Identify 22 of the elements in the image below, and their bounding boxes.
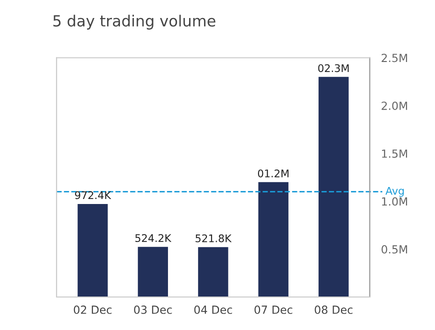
y-tick-label: 2.0M [382,102,408,110]
x-tick-label: 02 Dec [74,306,112,314]
y-tick-label: 1.5M [382,150,408,158]
chart-title: 5 day trading volume [53,14,216,30]
data-label: 01.2M [258,169,288,178]
x-tick-label: 08 Dec [314,306,353,314]
y-tick-label: 1.0M [382,197,408,206]
data-label: 521.8K [196,234,232,242]
x-tick-label: 03 Dec [134,306,172,314]
bar [258,182,288,297]
x-tick-label: 04 Dec [194,306,232,314]
y-tick-label: 0.5M [382,245,408,254]
bar [318,76,349,297]
data-label: 02.3M [318,64,349,72]
bar [138,246,168,297]
ref-line-label: Avg [385,187,404,197]
x-tick-label: 07 Dec [254,306,292,314]
y-tick-label: 2.5M [382,54,408,62]
bar [78,204,108,297]
data-label: 972.4K [75,191,112,200]
bar [198,247,228,297]
data-label: 524.2K [135,234,172,242]
